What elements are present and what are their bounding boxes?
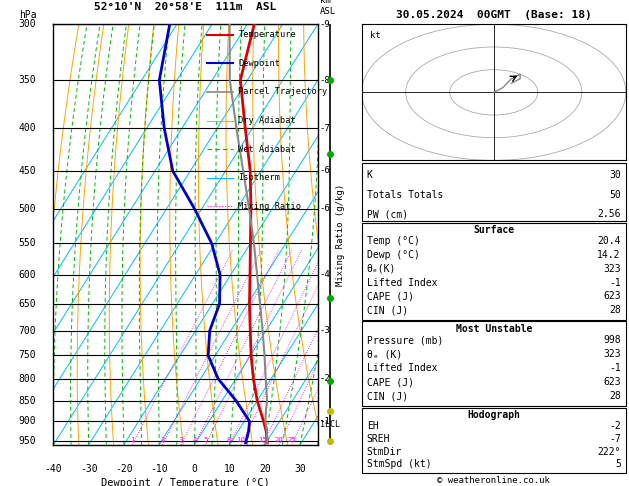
Text: 5: 5 [615, 459, 621, 469]
Text: Mixing Ratio (g/kg): Mixing Ratio (g/kg) [336, 183, 345, 286]
Text: Isotherm: Isotherm [238, 173, 281, 182]
Text: 300: 300 [19, 19, 36, 29]
Text: 20.4: 20.4 [598, 236, 621, 246]
Text: 900: 900 [19, 417, 36, 426]
Text: -40: -40 [45, 464, 62, 474]
Text: 623: 623 [603, 292, 621, 301]
Text: 10: 10 [224, 464, 235, 474]
Text: Temp (°C): Temp (°C) [367, 236, 420, 246]
Text: 50: 50 [609, 190, 621, 200]
Text: 14.2: 14.2 [598, 250, 621, 260]
Text: -6: -6 [320, 166, 330, 175]
Text: Pressure (mb): Pressure (mb) [367, 335, 443, 345]
Text: 850: 850 [19, 396, 36, 406]
Text: -10: -10 [150, 464, 168, 474]
Text: StmSpd (kt): StmSpd (kt) [367, 459, 431, 469]
Text: 550: 550 [19, 238, 36, 248]
Text: 998: 998 [603, 335, 621, 345]
Text: -30: -30 [80, 464, 97, 474]
Text: 30: 30 [294, 464, 306, 474]
Text: 2: 2 [160, 436, 164, 443]
Text: -7: -7 [320, 124, 330, 133]
Text: Temperature: Temperature [238, 30, 296, 39]
Text: 5: 5 [203, 436, 208, 443]
Text: CAPE (J): CAPE (J) [367, 292, 414, 301]
Text: K: K [367, 171, 372, 180]
Text: 350: 350 [19, 75, 36, 85]
Text: Lifted Index: Lifted Index [367, 363, 437, 373]
Text: 28: 28 [609, 305, 621, 315]
Text: Hodograph: Hodograph [467, 410, 520, 420]
Text: Dewpoint: Dewpoint [238, 59, 281, 68]
Text: StmDir: StmDir [367, 447, 402, 457]
Text: Dry Adiabat: Dry Adiabat [238, 116, 296, 125]
Text: 450: 450 [19, 166, 36, 176]
Text: SREH: SREH [367, 434, 390, 444]
Text: hPa: hPa [19, 10, 36, 20]
Text: Parcel Trajectory: Parcel Trajectory [238, 87, 328, 97]
Text: Dewpoint / Temperature (°C): Dewpoint / Temperature (°C) [101, 478, 270, 486]
Text: -2: -2 [320, 374, 330, 383]
Text: 25: 25 [287, 436, 296, 443]
Text: 400: 400 [19, 123, 36, 133]
Text: 700: 700 [19, 326, 36, 335]
Text: 10: 10 [237, 436, 245, 443]
Text: 950: 950 [19, 436, 36, 446]
Text: 600: 600 [19, 270, 36, 280]
Text: Most Unstable: Most Unstable [455, 324, 532, 333]
Text: 750: 750 [19, 350, 36, 361]
Text: CIN (J): CIN (J) [367, 391, 408, 401]
Text: -1: -1 [609, 278, 621, 288]
Text: θₑ (K): θₑ (K) [367, 349, 402, 359]
Text: -4: -4 [320, 270, 330, 279]
Text: 2.56: 2.56 [598, 209, 621, 219]
Text: Mixing Ratio: Mixing Ratio [238, 202, 301, 211]
Text: θₑ(K): θₑ(K) [367, 264, 396, 274]
Text: 8: 8 [227, 436, 231, 443]
Text: 800: 800 [19, 374, 36, 384]
Text: -6: -6 [320, 205, 330, 213]
Text: -7: -7 [609, 434, 621, 444]
Text: 650: 650 [19, 299, 36, 309]
Text: -2: -2 [609, 421, 621, 431]
Text: -9: -9 [320, 20, 330, 29]
Text: -20: -20 [115, 464, 133, 474]
Text: Dewp (°C): Dewp (°C) [367, 250, 420, 260]
Text: 1LCL: 1LCL [320, 420, 340, 429]
Text: 30: 30 [609, 171, 621, 180]
Text: km
ASL: km ASL [320, 0, 336, 16]
Text: 222°: 222° [598, 447, 621, 457]
Text: 623: 623 [603, 377, 621, 387]
Text: -1: -1 [320, 417, 330, 426]
Text: CIN (J): CIN (J) [367, 305, 408, 315]
Text: 323: 323 [603, 264, 621, 274]
Text: PW (cm): PW (cm) [367, 209, 408, 219]
Text: 3: 3 [179, 436, 183, 443]
Text: Surface: Surface [473, 225, 515, 235]
Text: Lifted Index: Lifted Index [367, 278, 437, 288]
Text: 28: 28 [609, 391, 621, 401]
Text: 15: 15 [259, 436, 267, 443]
Text: © weatheronline.co.uk: © weatheronline.co.uk [437, 476, 550, 485]
Text: -3: -3 [320, 326, 330, 335]
Text: 323: 323 [603, 349, 621, 359]
Text: -8: -8 [320, 75, 330, 85]
Text: 0: 0 [191, 464, 198, 474]
Text: 500: 500 [19, 204, 36, 214]
Text: Totals Totals: Totals Totals [367, 190, 443, 200]
Text: 20: 20 [275, 436, 284, 443]
Text: -1: -1 [609, 363, 621, 373]
Text: 20: 20 [259, 464, 270, 474]
Text: 30.05.2024  00GMT  (Base: 18): 30.05.2024 00GMT (Base: 18) [396, 10, 592, 20]
Text: CAPE (J): CAPE (J) [367, 377, 414, 387]
Text: 4: 4 [192, 436, 197, 443]
Text: EH: EH [367, 421, 379, 431]
Text: 52°10'N  20°58'E  111m  ASL: 52°10'N 20°58'E 111m ASL [94, 1, 277, 12]
Text: Wet Adiabat: Wet Adiabat [238, 145, 296, 154]
Text: 1: 1 [130, 436, 135, 443]
Text: kt: kt [370, 31, 381, 40]
